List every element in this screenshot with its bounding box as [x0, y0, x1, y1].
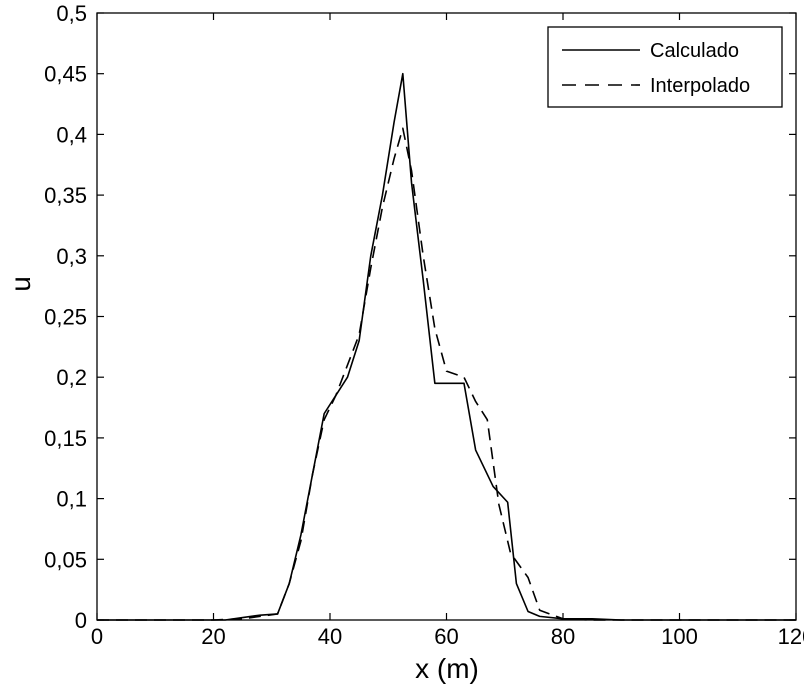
x-tick-label: 80 — [551, 624, 575, 649]
x-tick-label: 40 — [318, 624, 342, 649]
x-tick-label: 60 — [434, 624, 458, 649]
y-tick-label: 0,5 — [56, 1, 87, 26]
x-tick-label: 20 — [201, 624, 225, 649]
legend-box — [547, 26, 783, 108]
y-tick-label: 0,2 — [56, 365, 87, 390]
series-group — [97, 72, 796, 621]
legend-label-interpolado: Interpolado — [650, 75, 750, 97]
x-tick-label: 0 — [91, 624, 103, 649]
y-tick-label: 0,1 — [56, 487, 87, 512]
x-axis-title: x (m) — [415, 653, 479, 684]
x-tick-label: 120 — [778, 624, 804, 649]
series-line-interpolado — [97, 127, 796, 621]
legend: Calculado Interpolado — [547, 26, 783, 108]
y-tick-label: 0,05 — [44, 547, 87, 572]
y-tick-label: 0,3 — [56, 244, 87, 269]
legend-label-calculado: Calculado — [650, 40, 739, 62]
x-tick-label: 100 — [661, 624, 698, 649]
axis-ticks: 0 20 40 60 80 100 120 0 0,05 0,1 0,15 0,2 0,25 0,3 0,3… — [44, 1, 804, 649]
y-axis-title: u — [5, 276, 36, 292]
y-tick-label: 0,4 — [56, 122, 87, 147]
y-tick-label: 0,45 — [44, 62, 87, 87]
y-tick-label: 0 — [75, 608, 87, 633]
y-tick-label: 0,15 — [44, 426, 87, 451]
y-tick-label: 0,25 — [44, 305, 87, 330]
plot-area — [96, 12, 797, 621]
y-tick-label: 0,35 — [44, 183, 87, 208]
